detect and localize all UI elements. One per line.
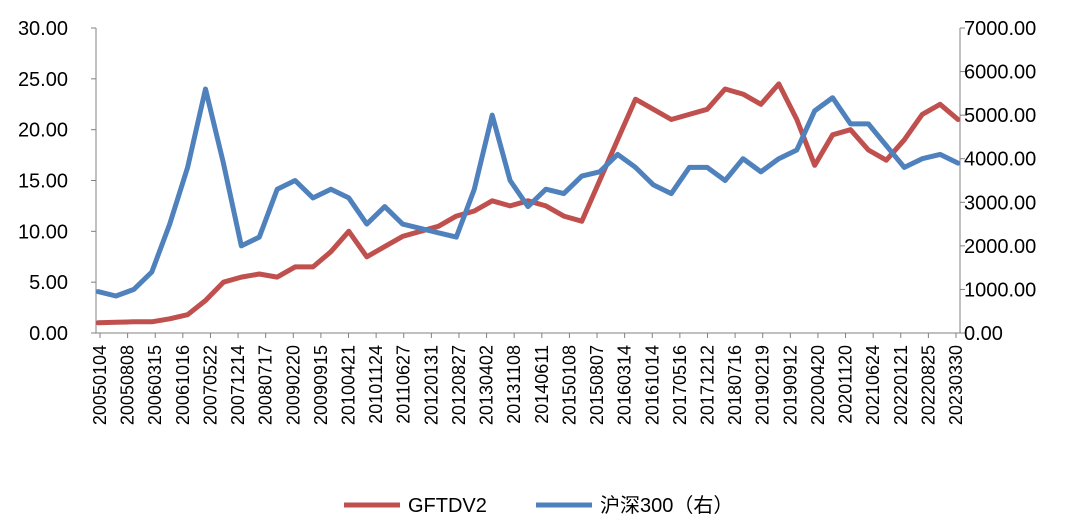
x-tick-label: 20061016 [173,345,193,425]
series-layer [95,81,961,326]
x-tick-label: 20101124 [366,345,386,424]
x-tick-label: 20161014 [642,345,662,425]
right-y-tick-label: 0.00 [964,323,1003,345]
x-tick-label: 20220121 [891,345,911,425]
x-tick-label: 20200420 [808,345,828,425]
x-tick-label: 20190219 [753,345,773,425]
left-y-tick-label: 30.00 [18,18,68,40]
left-y-tick-label: 5.00 [29,272,68,294]
left-y-tick-label: 20.00 [18,120,68,142]
legend-label: GFTDV2 [408,495,487,517]
x-tick-label: 20050104 [90,345,110,425]
x-tick-label: 20150807 [587,345,607,425]
x-tick-label: 20130402 [477,345,497,425]
x-tick-label: 20050808 [118,345,138,425]
x-tick-label: 20201120 [836,345,856,424]
x-tick-label: 20060315 [145,345,165,425]
left-y-tick-label: 0.00 [29,323,68,345]
right-y-tick-label: 2000.00 [964,236,1036,258]
x-tick-label: 20131108 [504,345,524,424]
x-tick-label: 20150108 [559,345,579,425]
x-tick-label: 20190912 [780,345,800,425]
x-tick-label: 20120131 [421,345,441,425]
legend: GFTDV2 沪深300（右） [344,494,733,517]
x-tick-label: 20110627 [394,345,414,424]
legend-label: 沪深300（右） [600,494,733,517]
right-y-tick-label: 5000.00 [964,105,1036,127]
series-line-hs300 [95,86,961,299]
x-tick-label: 20210624 [863,345,883,425]
x-tick-label: 20090220 [283,345,303,425]
x-tick-label: 20220825 [918,345,938,425]
x-tick-label: 20080717 [256,345,276,425]
right-y-tick-label: 7000.00 [964,18,1036,40]
x-tick-label: 20180716 [725,345,745,425]
x-tick-label: 20070522 [200,345,220,425]
left-y-tick-label: 15.00 [18,171,68,193]
right-y-tick-label: 6000.00 [964,62,1036,84]
x-tick-label: 20140611 [532,345,552,424]
x-tick-label: 20171212 [697,345,717,425]
x-tick-label: 20100421 [339,345,359,425]
x-tick-label: 20090915 [311,345,331,425]
x-tick-label: 20120827 [449,345,469,425]
left-y-tick-label: 25.00 [18,69,68,91]
right-y-tick-label: 3000.00 [964,192,1036,214]
axes-layer: 0.00 5.00 10.00 15.00 20.00 25.00 30.00 0.00 100… [18,18,1036,425]
x-tick-label: 20230330 [946,345,966,425]
series-line-gftdv2 [95,81,961,326]
left-y-tick-label: 10.00 [18,221,68,243]
right-y-tick-label: 4000.00 [964,149,1036,171]
x-tick-label: 20170516 [670,345,690,425]
right-y-tick-label: 1000.00 [964,279,1036,301]
x-tick-label: 20071214 [228,345,248,425]
x-tick-label: 20160314 [615,345,635,425]
